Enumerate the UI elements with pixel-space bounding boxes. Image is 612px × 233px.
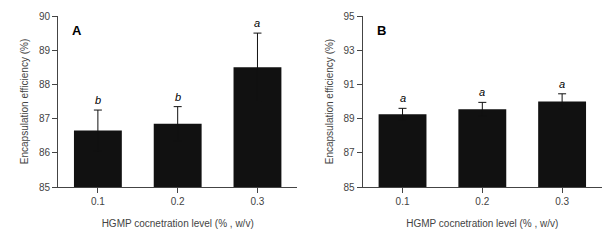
svg-text:a: a xyxy=(559,78,565,90)
svg-text:91: 91 xyxy=(344,79,356,90)
svg-text:Encapsulation efficiency (%): Encapsulation efficiency (%) xyxy=(19,39,30,164)
svg-text:b: b xyxy=(95,94,101,106)
svg-text:b: b xyxy=(175,91,181,103)
svg-text:87: 87 xyxy=(39,113,51,124)
svg-text:90: 90 xyxy=(39,11,51,22)
svg-text:0.2: 0.2 xyxy=(171,196,185,207)
svg-text:0.1: 0.1 xyxy=(91,196,105,207)
svg-text:B: B xyxy=(377,23,386,38)
svg-text:0.3: 0.3 xyxy=(251,196,265,207)
svg-text:85: 85 xyxy=(344,182,356,193)
svg-text:0.3: 0.3 xyxy=(555,196,569,207)
svg-text:0.1: 0.1 xyxy=(396,196,410,207)
svg-text:a: a xyxy=(254,17,260,29)
svg-text:86: 86 xyxy=(39,147,51,158)
svg-text:Encapsulation efficiency (%): Encapsulation efficiency (%) xyxy=(324,39,335,164)
svg-text:87: 87 xyxy=(344,147,356,158)
svg-text:85: 85 xyxy=(39,182,51,193)
svg-text:89: 89 xyxy=(39,45,51,56)
svg-text:93: 93 xyxy=(344,45,356,56)
svg-text:88: 88 xyxy=(39,79,51,90)
svg-text:a: a xyxy=(400,92,406,104)
svg-text:A: A xyxy=(72,23,82,38)
svg-text:HGMP cocnetration level (% , w: HGMP cocnetration level (% , w/v) xyxy=(102,218,254,229)
svg-text:0.2: 0.2 xyxy=(475,196,489,207)
svg-text:a: a xyxy=(479,86,485,98)
svg-text:89: 89 xyxy=(344,113,356,124)
svg-text:95: 95 xyxy=(344,11,356,22)
svg-text:HGMP cocnetration level (% , w: HGMP cocnetration level (% , w/v) xyxy=(406,218,558,229)
